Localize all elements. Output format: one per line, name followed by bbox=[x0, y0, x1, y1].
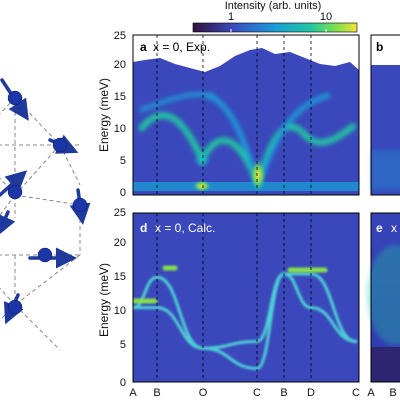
colorbar-gradient bbox=[192, 22, 358, 33]
colorbar-label: Intensity (arb. units) bbox=[225, 0, 322, 12]
panel-a: a x = 0, Exp. bbox=[132, 34, 360, 196]
svg-text:C: C bbox=[352, 387, 360, 399]
svg-text:25: 25 bbox=[114, 30, 126, 42]
svg-text:D: D bbox=[307, 387, 315, 399]
svg-text:5: 5 bbox=[120, 155, 126, 167]
panel-d-highlights bbox=[133, 265, 328, 304]
panel-a-letter: a bbox=[140, 40, 147, 54]
svg-text:15: 15 bbox=[114, 91, 126, 103]
panel-b-letter: b bbox=[376, 40, 383, 54]
x-axis: A B O C B D C A B bbox=[129, 387, 396, 399]
panel-d-letter: d bbox=[140, 221, 147, 235]
svg-text:A: A bbox=[367, 387, 375, 399]
calc-branch-2 bbox=[133, 272, 358, 350]
svg-text:B: B bbox=[153, 387, 160, 399]
svg-text:B: B bbox=[280, 387, 287, 399]
svg-text:5: 5 bbox=[120, 339, 126, 351]
colorbar-tick-1: 1 bbox=[228, 11, 234, 23]
svg-text:20: 20 bbox=[114, 59, 126, 71]
panel-d: d x = 0, Calc. bbox=[132, 212, 360, 383]
svg-text:20: 20 bbox=[114, 237, 126, 249]
panel-a-elastic-line bbox=[133, 182, 359, 191]
svg-text:A: A bbox=[129, 387, 137, 399]
spin-arrows bbox=[0, 78, 91, 325]
svg-text:C: C bbox=[253, 387, 261, 399]
panel-e-letter: e bbox=[376, 221, 383, 235]
panel-b: b bbox=[370, 34, 400, 196]
panel-e: e x bbox=[367, 212, 400, 383]
atoms bbox=[7, 90, 88, 315]
lattice-schematic bbox=[0, 78, 91, 351]
panel-a-hotspot-O bbox=[193, 180, 211, 192]
svg-text:25: 25 bbox=[114, 207, 126, 219]
svg-text:0: 0 bbox=[120, 187, 126, 199]
y-axis-top: 0 5 10 15 20 25 Energy (meV) bbox=[97, 30, 126, 199]
colorbar-tick-10: 10 bbox=[320, 11, 332, 23]
colorbar: 1 10 Intensity (arb. units) bbox=[192, 0, 358, 33]
svg-text:15: 15 bbox=[114, 271, 126, 283]
panel-d-label: x = 0, Calc. bbox=[155, 221, 215, 235]
y-axis-bottom: 0 5 10 15 20 25 Energy (meV) bbox=[97, 207, 126, 389]
panel-a-label: x = 0, Exp. bbox=[153, 40, 210, 54]
panel-a-guides bbox=[156, 35, 312, 195]
y-axis-label-bottom: Energy (meV) bbox=[97, 263, 111, 337]
calc-branch-1 bbox=[133, 272, 358, 370]
y-axis-label-top: Energy (meV) bbox=[97, 78, 111, 152]
svg-text:10: 10 bbox=[114, 305, 126, 317]
panel-e-label: x bbox=[391, 221, 397, 235]
svg-text:10: 10 bbox=[114, 123, 126, 135]
panel-d-dispersion bbox=[133, 272, 358, 370]
panel-a-hotspot-C bbox=[250, 159, 266, 191]
svg-text:O: O bbox=[199, 387, 208, 399]
svg-text:B: B bbox=[389, 387, 396, 399]
panel-d-guides bbox=[156, 213, 312, 382]
svg-text:0: 0 bbox=[120, 377, 126, 389]
panel-a-signal-region bbox=[133, 48, 359, 195]
